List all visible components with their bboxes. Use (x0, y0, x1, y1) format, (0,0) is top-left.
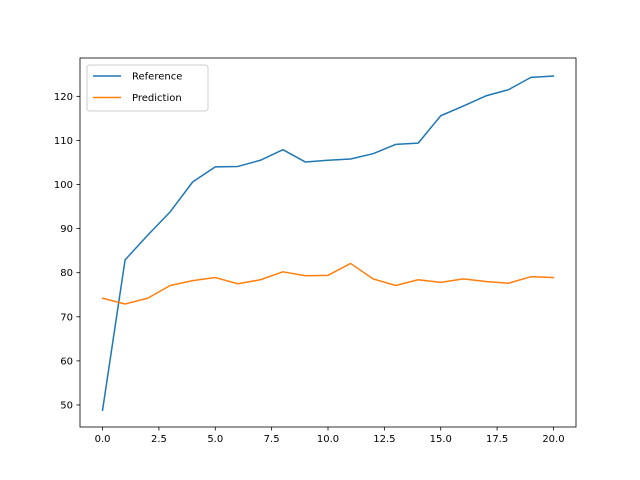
x-tick-label: 17.5 (486, 434, 508, 445)
series-layer (101, 75, 555, 412)
x-tick-label: 0.0 (95, 434, 111, 445)
x-tick-label: 2.5 (151, 434, 167, 445)
y-tick-label: 110 (54, 136, 73, 147)
legend-label-prediction: Prediction (132, 93, 182, 104)
y-tick-label: 70 (60, 312, 73, 323)
y-tick-label: 80 (60, 268, 73, 279)
legend-label-reference: Reference (132, 72, 182, 83)
x-tick-label: 10.0 (317, 434, 339, 445)
x-tick-label: 20.0 (542, 434, 564, 445)
plot-area (80, 58, 576, 427)
y-tick-label: 100 (54, 180, 73, 191)
x-tick-label: 12.5 (373, 434, 395, 445)
x-tick-label: 7.5 (264, 434, 280, 445)
series-line-reference (101, 75, 555, 412)
y-tick-label: 120 (54, 92, 73, 103)
x-tick-label: 15.0 (430, 434, 452, 445)
y-tick-label: 50 (60, 400, 73, 411)
y-tick-label: 60 (60, 356, 73, 367)
legend: Reference Prediction (86, 64, 209, 112)
axes: 0.0 2.5 5.0 7.5 10.0 12.5 15.0 17.5 20.0 50 60 70 80… (54, 57, 577, 445)
y-tick-label: 90 (60, 224, 73, 235)
x-tick-label: 5.0 (207, 434, 223, 445)
series-line-prediction (101, 262, 555, 305)
